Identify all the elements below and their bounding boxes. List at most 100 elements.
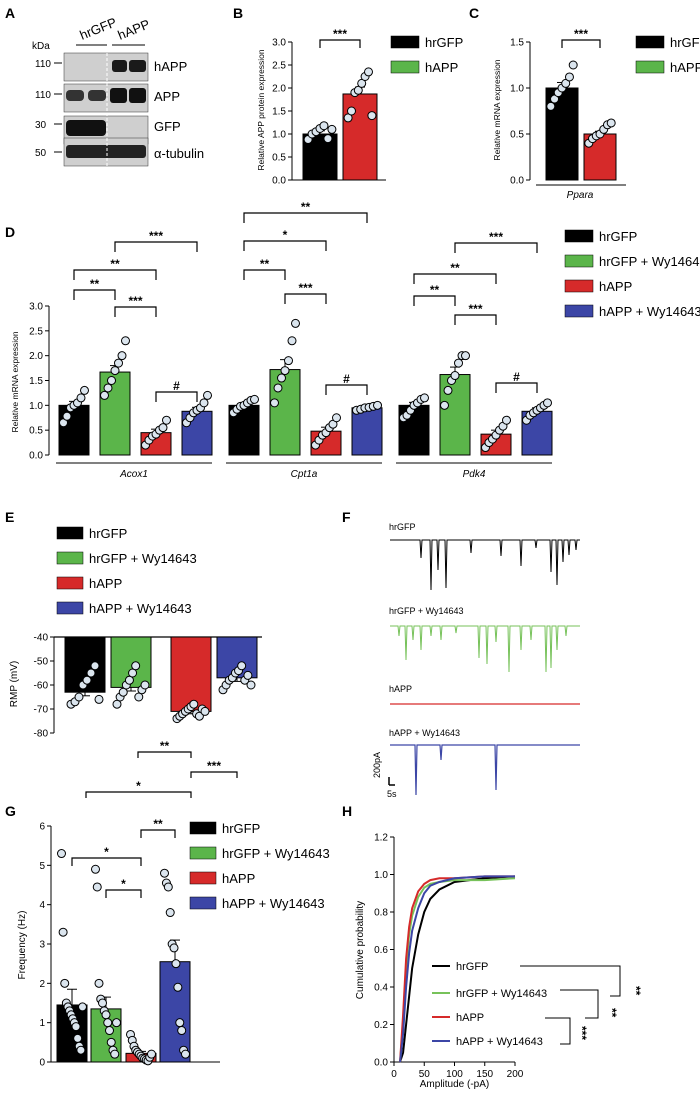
e-1-point	[131, 661, 141, 671]
g-1-point	[106, 1037, 116, 1047]
g-0-point	[76, 1045, 86, 1055]
e-0-point	[86, 668, 96, 678]
legend-swatch	[189, 896, 217, 910]
legend-label: hAPP	[89, 576, 122, 591]
y-tick-label: 1.0	[510, 84, 524, 95]
legend-label: hAPP	[425, 60, 458, 75]
b-1-point	[364, 67, 373, 77]
d-0-0-point	[62, 411, 72, 421]
b-y-label: Relative APP protein expression	[256, 49, 266, 171]
g-3-point	[177, 1026, 187, 1036]
d-sig-line	[243, 212, 368, 223]
c-0-point	[568, 60, 578, 70]
y-tick-label: 3.0	[29, 302, 43, 313]
trace-label-happ: hAPP	[389, 684, 412, 694]
d-0-2-point	[158, 423, 168, 433]
g-0-point	[78, 1002, 87, 1012]
legend-swatch	[56, 551, 84, 565]
g-1-point	[101, 1010, 111, 1020]
y-tick-label: 0.8	[374, 908, 388, 919]
y-tick-label: 1.5	[510, 38, 524, 49]
y-tick-label: 6	[39, 822, 45, 833]
d-2-3-point	[543, 398, 552, 408]
d-group-label: Cpt1a	[291, 469, 318, 480]
charts-layer: 0.0 0.5 1.0 1.5 2.0 2.5 3.0 Relative APP protei…	[9, 27, 700, 1090]
h-legend-label: hrGFP + Wy14643	[456, 988, 547, 1000]
c-x-label: Ppara	[567, 190, 594, 201]
d-sig-label: ***	[298, 281, 312, 295]
d-sig-line	[155, 391, 198, 402]
d-1-0-point	[250, 394, 259, 404]
c-0-bar	[545, 87, 579, 181]
g-sig-line	[105, 889, 142, 898]
band	[129, 60, 146, 72]
d-0-1-point	[107, 376, 116, 385]
band-label-gfp: GFP	[154, 119, 181, 134]
e-2-bar	[170, 636, 212, 712]
d-sig-line	[495, 382, 538, 393]
kda-label: kDa	[32, 41, 50, 52]
g-3-point	[175, 1018, 185, 1028]
b-1-bar	[342, 93, 378, 181]
trace-hrgfp	[390, 539, 580, 591]
legend-label: hAPP + Wy14643	[89, 601, 192, 616]
panel-letter-d: D	[5, 224, 15, 240]
g-sig-label: **	[153, 817, 163, 831]
e-sig-label: **	[160, 739, 170, 753]
panel-b-chart: 0.0 0.5 1.0 1.5 2.0 2.5 3.0 Relative APP protei…	[256, 27, 463, 187]
legend-swatch	[189, 871, 217, 885]
d-1-1-point	[291, 318, 300, 328]
g-1-point	[103, 1018, 113, 1028]
legend-label: hrGFP + Wy14643	[599, 254, 700, 269]
d-0-3-point	[203, 390, 212, 400]
d-2-1-bar	[439, 374, 471, 456]
e-sig-label: *	[136, 779, 141, 793]
d-sig-label: #	[343, 372, 350, 386]
g-1-point	[92, 882, 102, 892]
g-1-point	[98, 998, 107, 1008]
x-tick-label: 50	[419, 1069, 431, 1080]
g-y-label: Frequency (Hz)	[17, 911, 28, 980]
panel-letter-h: H	[342, 803, 352, 819]
y-tick-label: -60	[34, 681, 49, 692]
e-sig-line	[137, 751, 192, 758]
d-2-1-point	[454, 358, 463, 368]
d-sig-label: *	[283, 228, 288, 242]
y-tick-label: 2.0	[272, 84, 286, 95]
d-sig-line	[413, 295, 456, 306]
d-sig-line	[114, 241, 198, 252]
g-1-point	[110, 1049, 120, 1059]
western-blot-panel: kDa hrGFP hAPP 110 110 30 50	[32, 15, 204, 167]
legend-swatch	[635, 60, 665, 74]
panel-c-chart: 0.0 0.5 1.0 1.5 Ppara Relative mRNA expressio…	[492, 27, 700, 201]
scale-label-y: 200pA	[372, 752, 382, 778]
band	[66, 90, 84, 101]
panel-letter-e: E	[5, 509, 14, 525]
b-sig-line	[319, 39, 361, 48]
d-sig-line	[243, 240, 327, 251]
legend-swatch	[564, 254, 594, 268]
legend-swatch	[390, 60, 420, 74]
y-tick-label: 0.0	[29, 451, 43, 462]
b-1-point	[347, 106, 356, 116]
y-tick-label: 0.0	[272, 176, 286, 187]
band-label-app: APP	[154, 89, 180, 104]
y-tick-label: 1.5	[272, 107, 286, 118]
h-legend-label: hrGFP	[456, 961, 488, 973]
h-sig-label: ***	[575, 1026, 589, 1040]
d-sig-label: #	[513, 370, 520, 384]
e-0-point	[74, 692, 84, 702]
d-sig-label: ***	[489, 230, 503, 244]
legend-swatch	[635, 35, 665, 49]
band	[66, 145, 146, 158]
d-0-1-point	[110, 366, 120, 376]
lane-label-happ: hAPP	[116, 16, 152, 42]
d-0-3-point	[199, 398, 209, 408]
g-0-point	[71, 1022, 81, 1032]
g-3-bar	[159, 961, 191, 1063]
h-bracket	[520, 965, 621, 997]
b-0-point	[319, 121, 329, 131]
g-0-point	[57, 849, 66, 859]
d-sig-line	[454, 242, 538, 253]
